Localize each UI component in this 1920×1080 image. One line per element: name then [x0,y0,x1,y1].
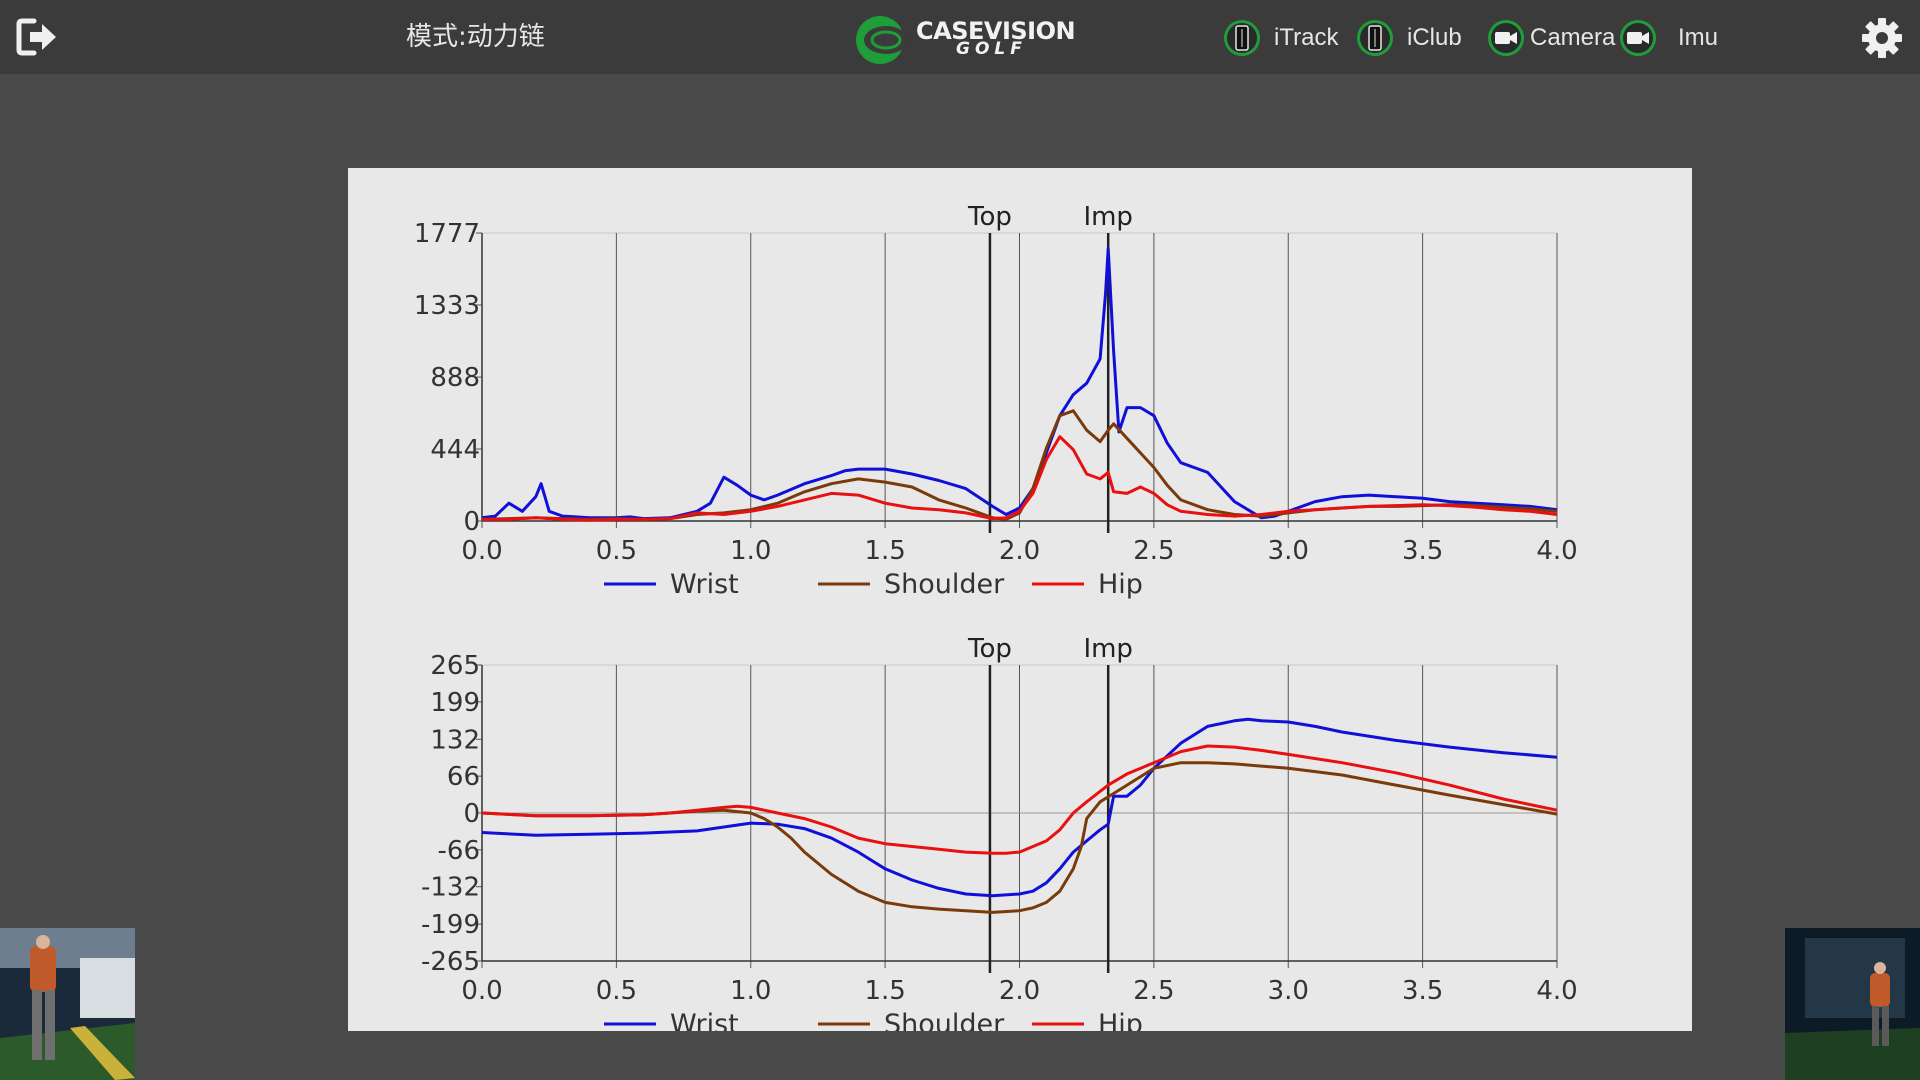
settings-button[interactable] [1860,16,1904,60]
x-tick-label: 0.0 [461,976,502,1006]
camera-icon [1620,20,1656,56]
y-tick-label: -66 [438,836,480,866]
device-label: iTrack [1274,24,1339,51]
y-tick-label: -199 [421,910,480,940]
gear-icon [1862,18,1902,58]
series-line-shoulder [481,761,1558,914]
camera-thumbnail-left[interactable] [0,928,135,1080]
legend-label-wrist: Wrist [670,1009,739,1031]
mode-label: 模式:动力链 [406,22,545,52]
y-tick-label: 132 [430,725,480,755]
phone-icon [1357,20,1393,56]
device-camera[interactable]: Camera [1488,18,1615,58]
device-label: Camera [1530,24,1616,51]
logo-text-primary: CASEVISION [916,17,1076,45]
x-tick-label: 2.5 [1133,976,1174,1006]
legend-label-shoulder: Shoulder [884,569,1005,600]
y-tick-label: -132 [421,873,480,903]
x-tick-label: 1.5 [864,976,905,1006]
legend-label-hip: Hip [1098,569,1143,600]
x-tick-label: 1.5 [864,536,905,566]
device-imu[interactable]: Imu [1620,18,1718,58]
legend-label-hip: Hip [1098,1009,1143,1031]
logo-text-secondary: GOLF [956,39,1027,59]
x-tick-label: 3.0 [1268,536,1309,566]
video-preview-icon [1785,928,1920,1080]
x-tick-label: 1.0 [730,536,771,566]
y-tick-label: 444 [430,435,480,465]
casevision-logo: CASEVISION GOLF [852,10,1076,66]
y-tick-label: 66 [447,762,480,792]
x-tick-label: 3.0 [1268,976,1309,1006]
y-tick-label: -265 [421,947,480,977]
y-tick-label: 0 [463,507,480,537]
series-line-hip [481,744,1558,855]
exit-button[interactable] [16,17,60,57]
x-tick-label: 0.0 [461,536,502,566]
velocity-chart: 0.0 0.5 1.0 1.5 2.0 2.5 3.0 3.5 4.0 0 444 888 1333 17… [414,202,1578,600]
chart-panel: 0.0 0.5 1.0 1.5 2.0 2.5 3.0 3.5 4.0 0 444 888 1333 17… [348,168,1692,1040]
marker-label-imp: Imp [1083,202,1133,232]
angle-chart: 0.0 0.5 1.0 1.5 2.0 2.5 3.0 3.5 4.0 -265 -199 -132 -… [421,634,1578,1040]
y-tick-label: 1777 [414,219,480,249]
x-tick-label: 3.5 [1402,536,1443,566]
marker-label-top: Top [967,202,1012,232]
x-tick-label: 4.0 [1536,536,1577,566]
device-label: iClub [1407,24,1462,51]
video-preview-icon [0,928,135,1080]
camera-icon [1488,20,1524,56]
x-tick-label: 2.5 [1133,536,1174,566]
legend-label-shoulder: Shoulder [884,1009,1005,1031]
x-tick-label: 0.5 [596,976,637,1006]
x-tick-label: 3.5 [1402,976,1443,1006]
device-itrack[interactable]: iTrack [1224,18,1338,58]
x-tick-label: 2.0 [999,976,1040,1006]
y-tick-label: 0 [463,799,480,829]
exit-icon [16,18,56,56]
device-label: Imu [1678,24,1719,51]
y-tick-label: 199 [430,688,480,718]
legend-label-wrist: Wrist [670,569,739,600]
camera-thumbnail-right[interactable] [1785,928,1920,1080]
top-bar: 模式:动力链 CASEVISION GOLF iTrack iClub Came… [0,0,1920,74]
charts-svg: 0.0 0.5 1.0 1.5 2.0 2.5 3.0 3.5 4.0 0 444 888 1333 17… [414,202,1578,1040]
series-line-wrist [481,717,1558,898]
logo-swoosh-icon [856,16,908,64]
device-iclub[interactable]: iClub [1357,18,1462,58]
series-line-hip [482,435,1558,522]
y-tick-label: 888 [430,363,480,393]
x-tick-label: 4.0 [1536,976,1577,1006]
x-tick-label: 2.0 [999,536,1040,566]
marker-label-top: Top [967,634,1012,664]
x-tick-label: 1.0 [730,976,771,1006]
y-tick-label: 265 [430,651,480,681]
marker-label-imp: Imp [1083,634,1133,664]
y-tick-label: 1333 [414,291,480,321]
x-tick-label: 0.5 [596,536,637,566]
phone-icon [1224,20,1260,56]
